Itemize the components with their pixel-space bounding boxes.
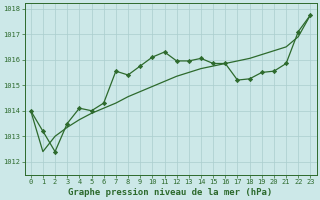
X-axis label: Graphe pression niveau de la mer (hPa): Graphe pression niveau de la mer (hPa): [68, 188, 273, 197]
